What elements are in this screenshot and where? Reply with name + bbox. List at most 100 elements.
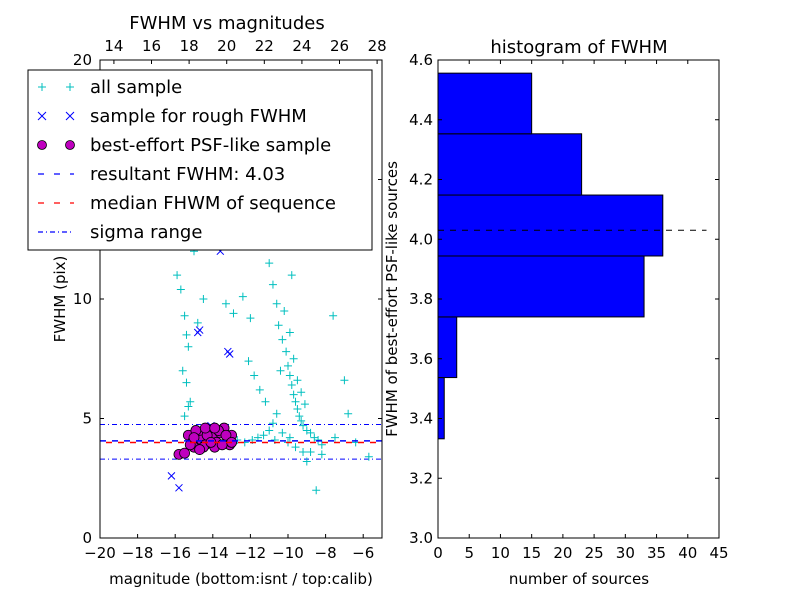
- top-x-tick-label: 24: [292, 37, 311, 55]
- all-sample-point: [297, 416, 306, 425]
- rough-sample-point: [225, 350, 234, 358]
- x-tick-label: −8: [315, 544, 337, 562]
- histogram-bar: [437, 316, 458, 379]
- all-sample-point: [261, 397, 270, 406]
- x-tick-label: −18: [122, 544, 154, 562]
- all-sample-point: [314, 436, 323, 445]
- legend-label: median FHWM of sequence: [90, 193, 336, 214]
- top-x-tick-label: 26: [330, 37, 349, 55]
- x-tick-label: 15: [522, 544, 541, 562]
- all-sample-point: [176, 285, 185, 294]
- all-sample-point: [221, 299, 230, 308]
- all-sample-point: [244, 357, 253, 366]
- all-sample-point: [364, 452, 373, 461]
- legend-entry: all sample: [38, 77, 182, 98]
- top-x-tick-label: 20: [217, 37, 236, 55]
- all-sample-point: [268, 419, 277, 428]
- legend-plus-marker: [66, 83, 74, 91]
- all-sample-point: [293, 404, 302, 413]
- scatter-x-label: magnitude (bottom:isnt / top:calib): [109, 570, 373, 588]
- all-sample-point: [291, 443, 300, 452]
- all-sample-point: [173, 271, 182, 280]
- x-tick-label: 45: [709, 544, 728, 562]
- all-sample-point: [291, 397, 300, 406]
- x-tick-label: −12: [235, 544, 267, 562]
- all-sample-point: [312, 486, 321, 495]
- legend: all sample sample for rough FWHM best-effo…: [27, 69, 373, 251]
- legend-entry: median FHWM of sequence: [38, 193, 336, 214]
- x-tick-label: 10: [491, 544, 510, 562]
- all-sample-point: [289, 390, 298, 399]
- all-sample-point: [186, 397, 195, 406]
- all-sample-point: [272, 409, 281, 418]
- all-sample-point: [285, 371, 294, 380]
- y-tick-label: 0: [82, 529, 92, 547]
- legend-entry: resultant FWHM: 4.03: [38, 164, 285, 185]
- y-tick-label: 4.2: [409, 171, 433, 189]
- all-sample-point: [246, 314, 255, 323]
- all-sample-point: [272, 299, 281, 308]
- scatter-panel: FWHM vs magnitudes magnitude (bottom:isn…: [27, 13, 387, 588]
- histogram-panel: histogram of FWHM number of sources FWHM…: [383, 37, 729, 588]
- all-sample-point: [297, 388, 306, 397]
- all-sample-point: [299, 421, 308, 430]
- y-tick-label: 4.6: [409, 51, 433, 69]
- legend-entry: sigma range: [38, 222, 202, 243]
- psf-sample-point: [194, 444, 206, 455]
- y-tick-label: 4.0: [409, 230, 433, 248]
- legend-circle-marker: [65, 140, 75, 150]
- all-sample-point: [180, 311, 189, 320]
- legend-circle-marker: [37, 140, 47, 150]
- top-x-tick-label: 22: [255, 37, 274, 55]
- all-sample-point: [274, 321, 283, 330]
- psf-sample-point: [209, 422, 221, 434]
- all-sample-point: [317, 440, 326, 449]
- y-tick-label: 5: [82, 410, 92, 428]
- all-sample-point: [331, 433, 339, 442]
- x-tick-label: −6: [352, 544, 374, 562]
- histogram-bar: [437, 194, 664, 257]
- psf-sample-point: [199, 422, 211, 434]
- histogram-bar: [437, 72, 533, 135]
- x-tick-label: −10: [272, 544, 304, 562]
- all-sample-point: [344, 409, 353, 418]
- all-sample-point: [306, 447, 315, 456]
- x-tick-label: −20: [84, 544, 116, 562]
- histogram-title: histogram of FWHM: [490, 37, 667, 58]
- histogram-bar: [437, 133, 583, 196]
- y-tick-label: 3.0: [409, 529, 433, 547]
- rough-sample-point: [193, 328, 202, 337]
- top-x-tick-label: 16: [142, 37, 161, 55]
- x-tick-label: 20: [553, 544, 572, 562]
- scatter-title: FWHM vs magnitudes: [129, 13, 324, 34]
- y-tick-label: 4.4: [409, 111, 433, 129]
- all-sample-point: [278, 335, 287, 344]
- all-sample-point: [268, 280, 277, 289]
- all-sample-point: [182, 378, 191, 387]
- all-sample-point: [284, 361, 292, 370]
- all-sample-point: [278, 428, 287, 437]
- legend-x-marker: [37, 111, 47, 121]
- x-tick-label: 35: [647, 544, 666, 562]
- all-sample-point: [259, 431, 268, 440]
- scatter-plot-area: [100, 103, 382, 495]
- all-sample-point: [193, 318, 202, 327]
- all-sample-point: [184, 342, 193, 351]
- all-sample-point: [285, 328, 294, 337]
- x-tick-label: 30: [616, 544, 635, 562]
- legend-x-marker: [65, 111, 75, 121]
- legend-label: best-effort PSF-like sample: [90, 135, 331, 156]
- all-sample-point: [293, 376, 302, 385]
- x-tick-label: −16: [159, 544, 191, 562]
- all-sample-point: [180, 412, 189, 421]
- top-x-tick-label: 28: [368, 37, 387, 55]
- all-sample-point: [282, 347, 291, 356]
- histogram-x-label: number of sources: [509, 570, 649, 588]
- x-tick-label: 25: [585, 544, 604, 562]
- all-sample-point: [329, 311, 338, 320]
- all-sample-point: [265, 426, 274, 435]
- psf-sample-point: [179, 447, 191, 459]
- all-sample-point: [255, 385, 264, 394]
